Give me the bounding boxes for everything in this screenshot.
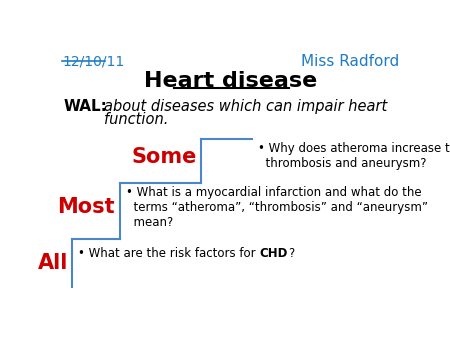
Text: • What are the risk factors for: • What are the risk factors for [78, 247, 259, 260]
Text: 12/10/11: 12/10/11 [63, 54, 125, 68]
Text: WAL:: WAL: [64, 99, 108, 114]
Text: CHD: CHD [259, 247, 288, 260]
Text: function.: function. [104, 112, 169, 127]
Text: Miss Radford: Miss Radford [301, 54, 399, 69]
Text: All: All [38, 253, 69, 273]
Text: Most: Most [58, 197, 115, 217]
Text: Heart disease: Heart disease [144, 71, 317, 91]
Text: ?: ? [288, 247, 294, 260]
Text: • What is a myocardial infarction and what do the
  terms “atheroma”, “thrombosi: • What is a myocardial infarction and wh… [126, 186, 428, 229]
Text: about diseases which can impair heart: about diseases which can impair heart [104, 99, 387, 114]
Text: Some: Some [131, 147, 197, 167]
Text: • Why does atheroma increase the risk of
  thrombosis and aneurysm?: • Why does atheroma increase the risk of… [258, 142, 450, 170]
